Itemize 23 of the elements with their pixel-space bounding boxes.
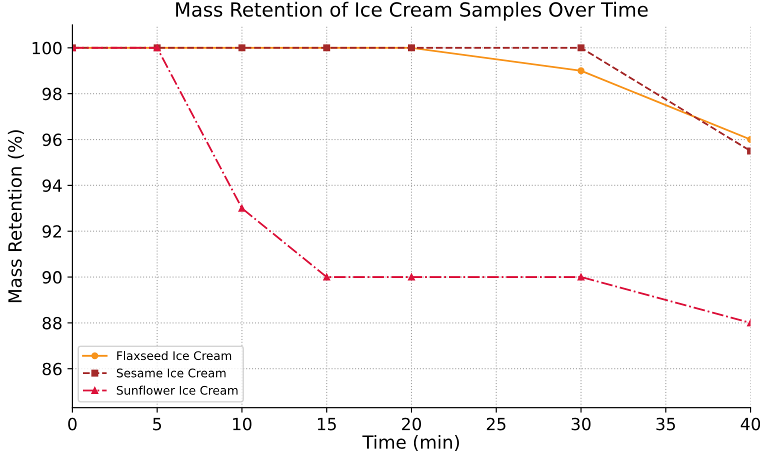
x-axis-title: Time (min) (362, 434, 459, 452)
y-tick-label: 100 (32, 42, 62, 54)
x-tick-label: 5 (153, 418, 162, 430)
x-tick-label: 40 (740, 418, 760, 430)
x-tick-label: 30 (572, 418, 591, 430)
legend-label: Sunflower Ice Cream (116, 386, 238, 395)
x-tick-label: 10 (233, 418, 252, 430)
y-tick-label: 94 (42, 179, 62, 192)
x-tick-label: 15 (318, 418, 336, 430)
y-tick-label: 96 (42, 133, 62, 146)
x-tick-label: 25 (486, 418, 506, 430)
x-tick-label: 20 (402, 418, 421, 430)
y-tick-label: 88 (42, 316, 62, 330)
chart-title: Mass Retention of Ice Cream Samples Over Time (176, 2, 648, 21)
legend-label: Flaxseed Ice Cream (117, 350, 232, 360)
y-tick-label: 92 (42, 225, 61, 238)
x-tick-label: 35 (656, 418, 675, 430)
y-tick-label: 98 (42, 88, 62, 100)
legend-label: Sesame Ice Cream (116, 368, 226, 378)
x-tick-label: 0 (68, 418, 77, 430)
y-tick-label: 86 (42, 362, 62, 376)
y-tick-label: 90 (42, 271, 62, 284)
y-axis-title: Mass Retention (%) (8, 130, 24, 302)
